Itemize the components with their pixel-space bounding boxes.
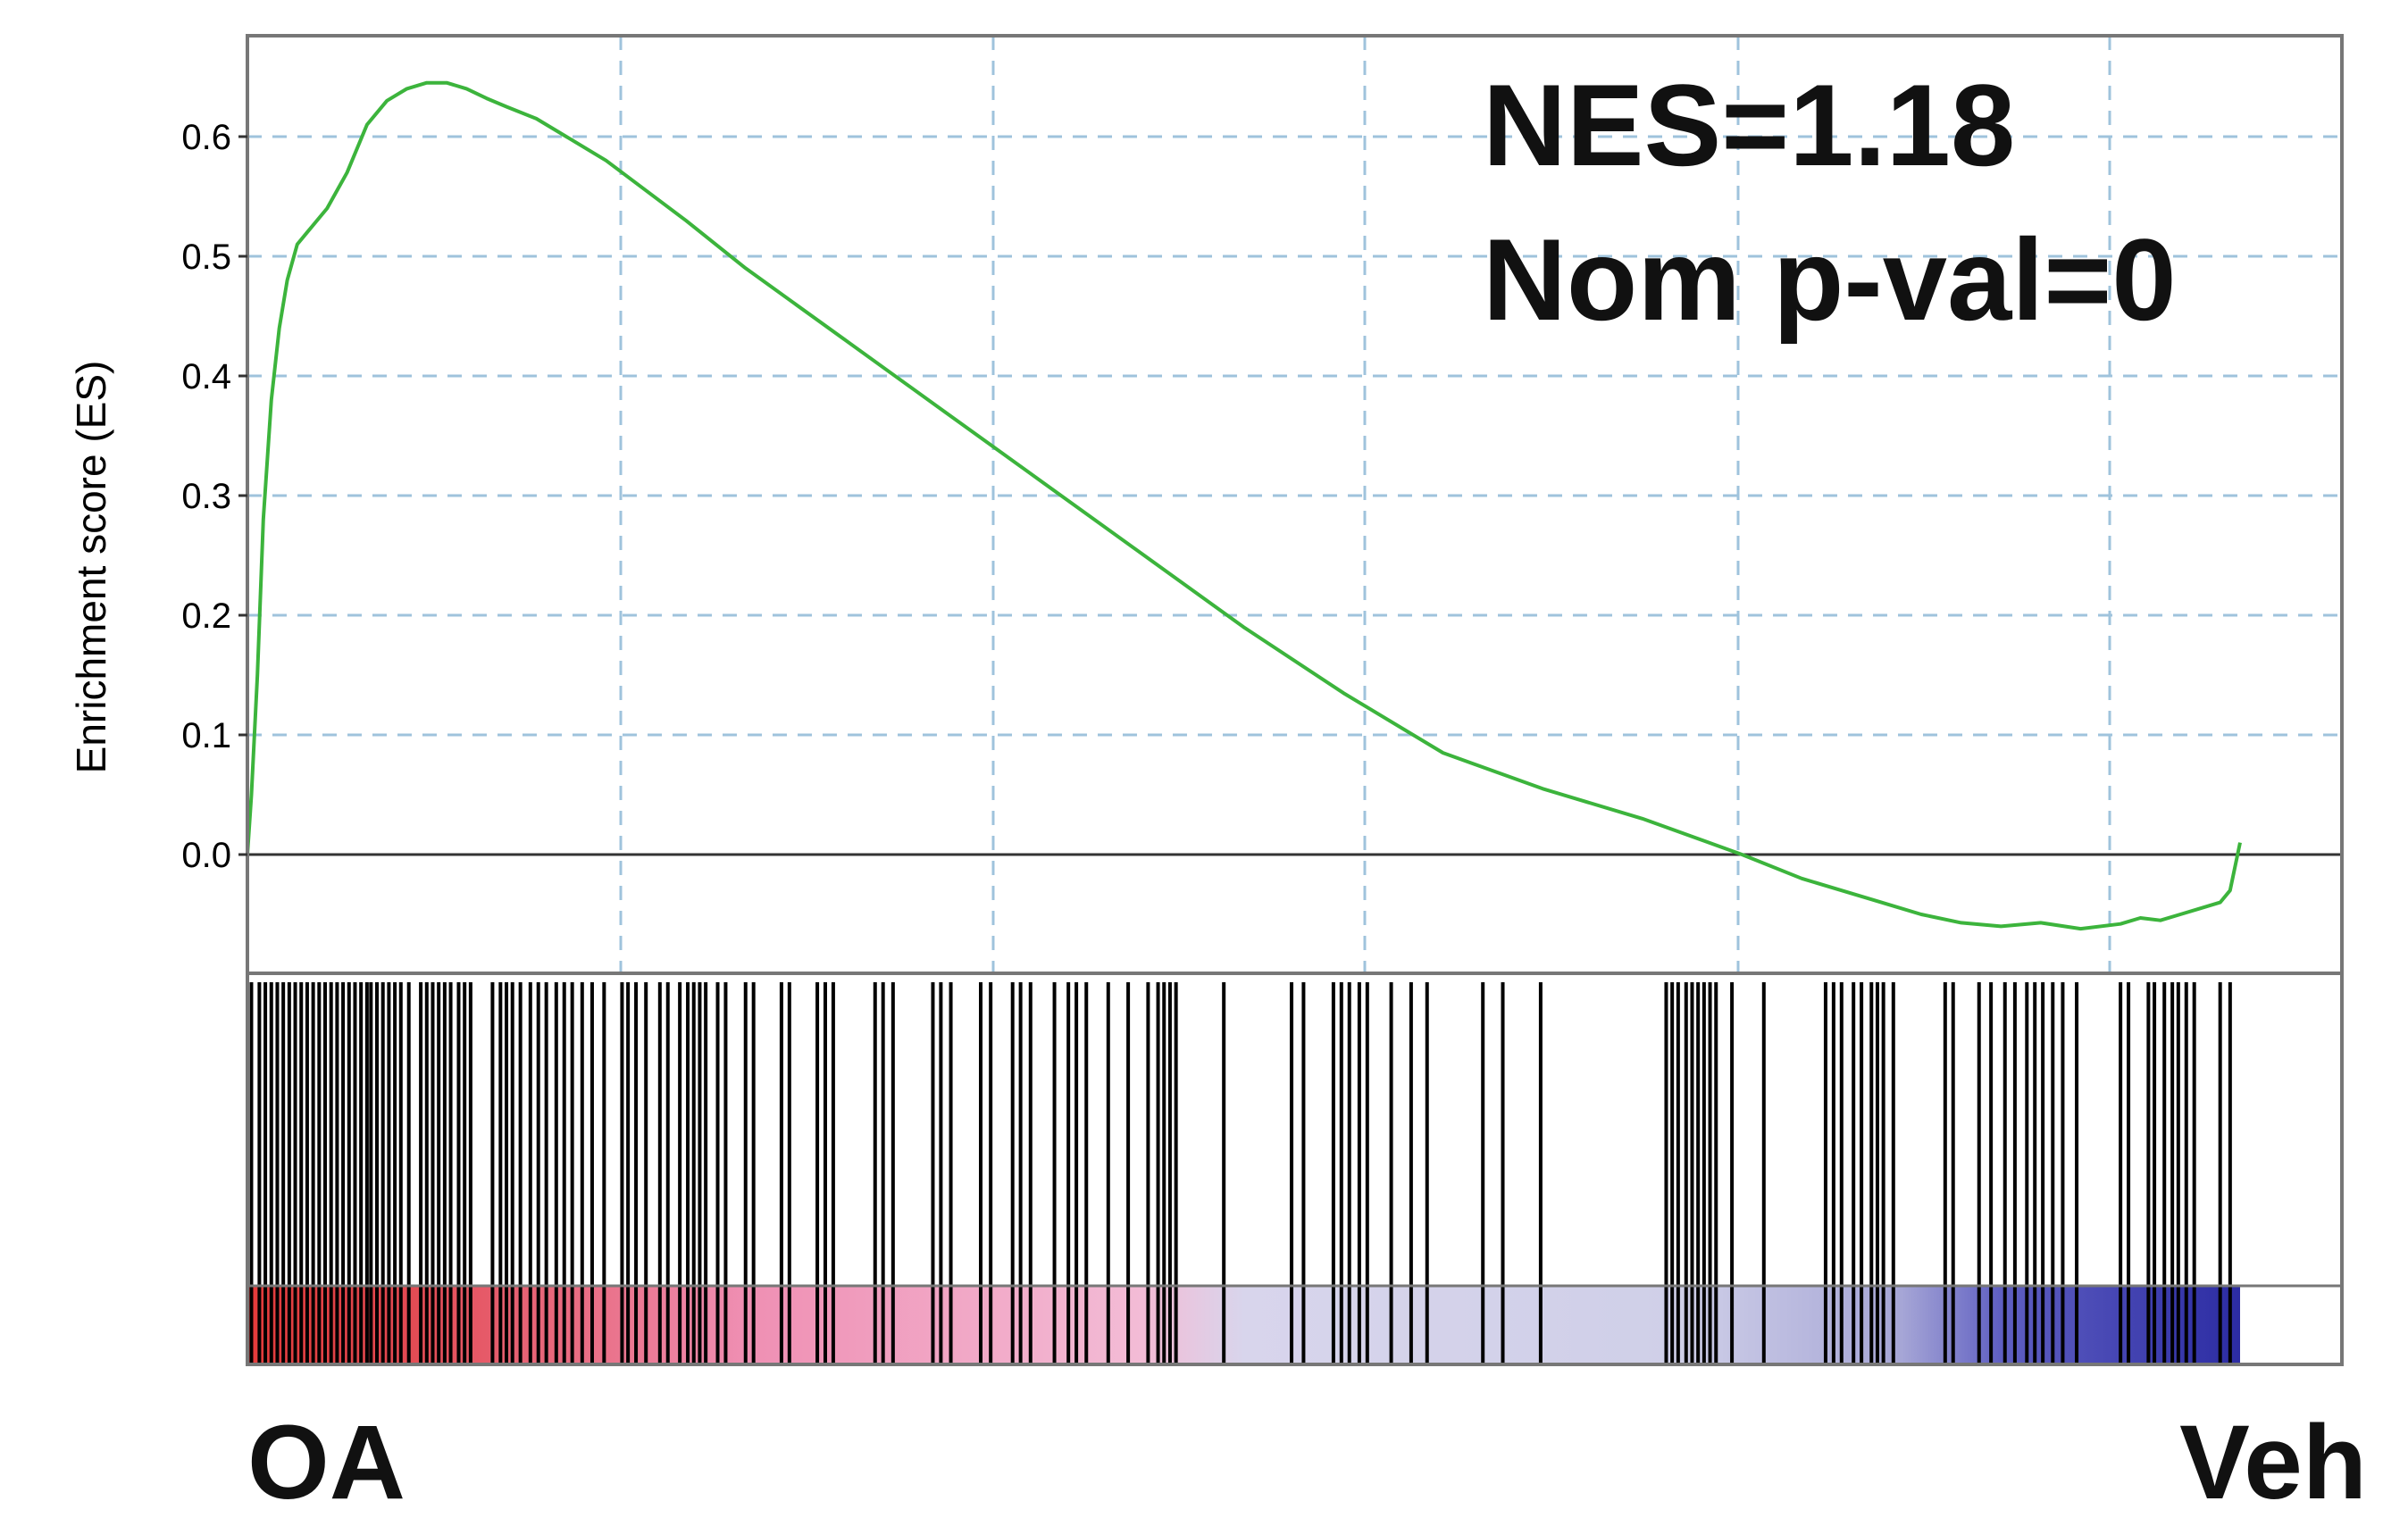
right-phenotype-label: Veh [2179, 1404, 2367, 1518]
y-tick-label: 0.4 [181, 357, 231, 396]
y-tick-label: 0.3 [181, 477, 231, 516]
nes-annotation: NES=1.18 [1483, 60, 2015, 190]
outer-frame [246, 34, 2344, 1366]
y-tick-label: 0.1 [181, 716, 231, 755]
y-tick-label: 0.2 [181, 596, 231, 636]
y-tick-label: 0.5 [181, 238, 231, 277]
y-tick-label: 0.0 [181, 836, 231, 875]
gridlines [247, 36, 2342, 973]
y-axis-ticks: 0.0 0.1 0.2 0.3 0.4 0.5 0.6 [181, 118, 247, 875]
ranked-list-fill [247, 1286, 2240, 1364]
pval-annotation: Nom p-val=0 [1483, 214, 2177, 345]
enrichment-score-curve [246, 80, 2242, 931]
panel-frames [246, 34, 2344, 1366]
gene-hit-marks [249, 982, 2232, 1364]
ranked-list-gradient-bar [247, 1286, 2240, 1364]
y-tick-label: 0.6 [181, 118, 231, 157]
y-axis-title: Enrichment score (ES) [68, 361, 114, 774]
left-phenotype-label: OA [247, 1404, 406, 1518]
